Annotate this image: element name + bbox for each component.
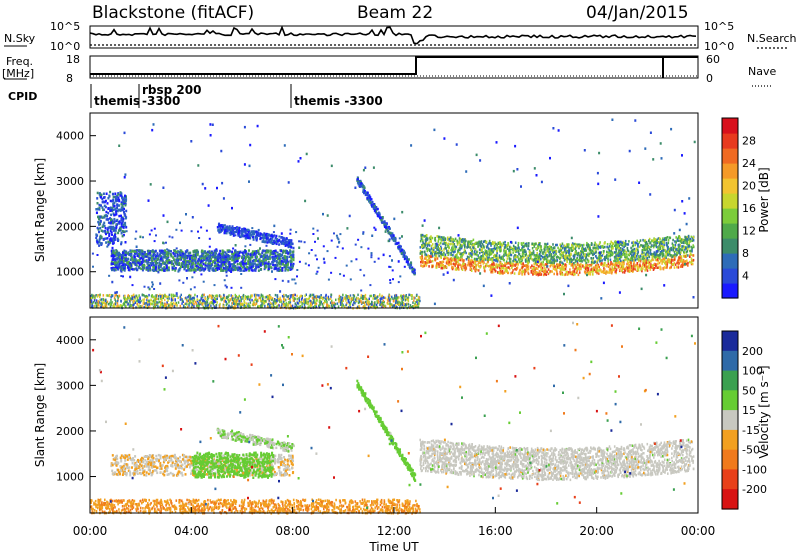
power-cbar-swatch bbox=[722, 163, 738, 179]
x-tick-label: 16:00 bbox=[478, 524, 513, 538]
velocity-panel: 1000 2000 3000 4000 00:00 04:00 08:00 12:00 16:… bbox=[33, 316, 771, 554]
velocity-cbar-label: Velocity [m s⁻¹] bbox=[757, 365, 771, 458]
power-cbar-frame bbox=[721, 117, 739, 299]
power-cbar-swatch bbox=[722, 283, 738, 299]
power-ytick-label: 1000 bbox=[56, 266, 84, 279]
power-ytick-label: 4000 bbox=[56, 130, 84, 143]
velocity-ylabel: Slant Range [km] bbox=[33, 363, 47, 467]
x-tick-label: 00:00 bbox=[73, 524, 108, 538]
power-cbar-label: Power [dB] bbox=[757, 167, 771, 232]
velocity-ytick-label: 2000 bbox=[56, 425, 84, 438]
power-cbar-swatch bbox=[722, 178, 738, 194]
power-cbar-tick: 4 bbox=[742, 270, 749, 283]
velocity-cbar-swatch bbox=[722, 350, 738, 372]
x-tick-label: 12:00 bbox=[377, 524, 412, 538]
freq-panel: Freq. [MHz] 18 8 60 0 Nave bbox=[2, 53, 776, 87]
nsky-label: N.Sky bbox=[4, 32, 36, 45]
velocity-cbar-swatch bbox=[722, 489, 738, 510]
velocity-cbar-tick: 100 bbox=[742, 365, 763, 378]
power-cbar-tick: 28 bbox=[742, 135, 756, 148]
velocity-data bbox=[90, 321, 696, 515]
beam-label: Beam 22 bbox=[357, 3, 433, 23]
velocity-cbar-frame bbox=[721, 330, 739, 510]
velocity-cbar-swatch bbox=[722, 449, 738, 471]
freq-ytick-top: 18 bbox=[66, 53, 80, 66]
nave-rtick-bottom: 0 bbox=[706, 72, 713, 85]
power-cbar-swatch bbox=[722, 268, 738, 284]
power-cbar-tick: 20 bbox=[742, 180, 756, 193]
cpid-row: CPID themis rbsp 200 -3300 themis -3300 bbox=[8, 83, 383, 108]
velocity-frame bbox=[89, 316, 699, 514]
power-ytick-label: 3000 bbox=[56, 175, 84, 188]
power-frame bbox=[89, 112, 699, 309]
velocity-cbar-tick: -100 bbox=[742, 463, 767, 476]
velocity-cbar-tick: 50 bbox=[742, 384, 756, 397]
cpid-label: CPID bbox=[8, 90, 37, 103]
velocity-cbar-swatch bbox=[722, 429, 738, 451]
nsky-ytick-bottom: 10^0 bbox=[50, 40, 80, 53]
x-tick-label: 00:00 bbox=[681, 524, 716, 538]
nsearch-rtick-bottom: 10^0 bbox=[704, 40, 734, 53]
power-ytick-label: 2000 bbox=[56, 220, 84, 233]
power-panel: 1000 2000 3000 4000 Slant Range [km] 4 8 12 16… bbox=[33, 112, 771, 310]
power-cbar-tick: 8 bbox=[742, 247, 749, 260]
plot-title: Blackstone (fitACF) bbox=[92, 3, 254, 23]
velocity-cbar-swatch bbox=[722, 370, 738, 391]
freq-frame bbox=[89, 55, 699, 79]
velocity-cbar-tick: -50 bbox=[742, 444, 760, 457]
cpid-seg3: themis -3300 bbox=[294, 94, 383, 108]
nsky-series bbox=[89, 25, 697, 45]
velocity-ytick-label: 1000 bbox=[56, 471, 84, 484]
date-label: 04/Jan/2015 bbox=[586, 3, 689, 23]
nsky-ytick-top: 10^5 bbox=[50, 20, 80, 33]
velocity-colorbar: 200 100 50 15 -15 -50 -100 -200 bbox=[721, 330, 767, 510]
nsky-panel: N.Sky 10^5 10^0 10^5 10^0 N.Search bbox=[4, 20, 797, 53]
x-axis-label: Time UT bbox=[368, 540, 419, 554]
velocity-cbar-swatch bbox=[722, 469, 738, 490]
power-cbar-swatch bbox=[722, 133, 738, 149]
power-cbar-tick: 24 bbox=[742, 157, 756, 170]
x-tick-label: 20:00 bbox=[579, 524, 614, 538]
power-cbar-swatch bbox=[722, 118, 738, 134]
power-cbar-swatch bbox=[722, 148, 738, 164]
power-ylabel: Slant Range [km] bbox=[33, 158, 47, 262]
power-colorbar: 4 8 12 16 20 24 28 bbox=[721, 117, 756, 299]
nsearch-label: N.Search bbox=[747, 32, 797, 45]
velocity-ytick-label: 4000 bbox=[56, 334, 84, 347]
nsearch-rtick-top: 10^5 bbox=[704, 20, 734, 33]
velocity-x-axis: 00:00 04:00 08:00 12:00 16:00 20:00 00:00 bbox=[73, 507, 716, 538]
velocity-cbar-tick: 15 bbox=[742, 404, 756, 417]
power-cbar-swatch bbox=[722, 253, 738, 269]
freq-series bbox=[90, 56, 698, 75]
velocity-cbar-tick: -15 bbox=[742, 424, 760, 437]
x-tick-label: 04:00 bbox=[174, 524, 209, 538]
velocity-y-axis: 1000 2000 3000 4000 bbox=[56, 334, 96, 484]
power-cbar-swatch bbox=[722, 223, 738, 239]
velocity-cbar-swatch bbox=[722, 410, 738, 431]
velocity-cbar-swatch bbox=[722, 390, 738, 411]
cpid-seg1: themis bbox=[94, 94, 140, 108]
power-cbar-tick: 12 bbox=[742, 225, 756, 238]
power-data bbox=[90, 118, 696, 310]
freq-label-2: [MHz] bbox=[2, 67, 34, 80]
freq-ytick-bottom: 8 bbox=[66, 72, 73, 85]
power-cbar-swatch bbox=[722, 208, 738, 224]
cpid-seg2-line1: rbsp 200 bbox=[142, 83, 201, 97]
freq-label-1: Freq. bbox=[6, 55, 33, 68]
nave-rtick-top: 60 bbox=[706, 53, 720, 66]
power-y-axis: 1000 2000 3000 4000 bbox=[56, 130, 96, 279]
power-cbar-tick: 16 bbox=[742, 202, 756, 215]
velocity-cbar-tick: -200 bbox=[742, 483, 767, 496]
power-cbar-swatch bbox=[722, 238, 738, 254]
cpid-seg2-line2: -3300 bbox=[142, 94, 180, 108]
nave-label: Nave bbox=[748, 65, 776, 78]
velocity-ytick-label: 3000 bbox=[56, 379, 84, 392]
velocity-cbar-tick: 200 bbox=[742, 345, 763, 358]
x-tick-label: 08:00 bbox=[275, 524, 310, 538]
velocity-cbar-swatch bbox=[722, 331, 738, 352]
nsky-frame bbox=[89, 25, 699, 49]
power-cbar-swatch bbox=[722, 193, 738, 209]
